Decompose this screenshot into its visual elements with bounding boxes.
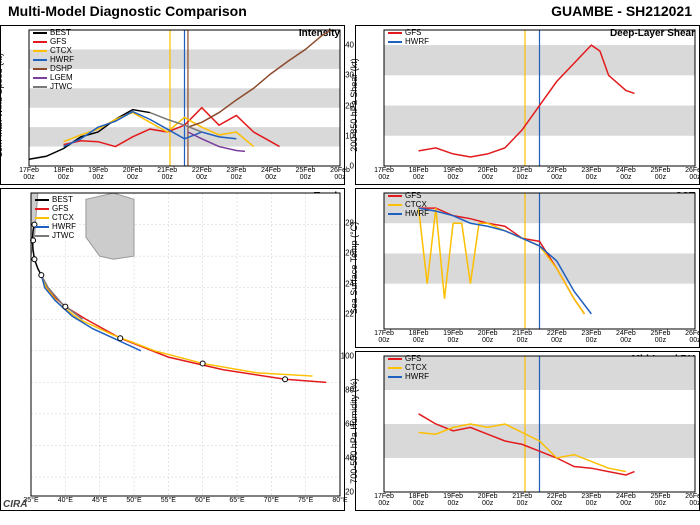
legend: GFSCTCXHWRF — [388, 191, 429, 218]
ytick-label: 30 — [345, 71, 356, 80]
legend: GFSCTCXHWRF — [388, 354, 429, 381]
ytick-label: 22 — [345, 309, 356, 318]
intensity-panel: 10m Max Wind Speed (kt) Intensity 204060… — [0, 25, 345, 185]
ytick-label: 24 — [345, 279, 356, 288]
ytick-label: 60 — [345, 420, 356, 429]
ytick-label: 80 — [345, 386, 356, 395]
rh-panel: 700-500 hPa Humidity (%) Mid-Level RH 20… — [355, 351, 700, 511]
ytick-label: 28 — [345, 219, 356, 228]
page-title: Multi-Model Diagnostic Comparison — [8, 3, 247, 19]
ytick-label: 40 — [345, 41, 356, 50]
ytick-label: 100 — [341, 352, 356, 361]
shear-panel: 200-850 hPa Shear (kt) Deep-Layer Shear … — [355, 25, 700, 185]
legend: GFSHWRF — [388, 28, 429, 46]
sst-panel: Sea Surface Temp (°C) SST 2224262817Feb0… — [355, 188, 700, 348]
ytick-label: 20 — [345, 488, 356, 497]
ytick-label: 40 — [345, 454, 356, 463]
ytick-label: 26 — [345, 249, 356, 258]
legend: BESTGFSCTCXHWRFDSHPLGEMJTWC — [33, 28, 74, 91]
ytick-label: 20 — [345, 101, 356, 110]
legend: BESTGFSCTCXHWRFJTWC — [35, 195, 76, 240]
storm-id: GUAMBE - SH212021 — [551, 3, 692, 19]
track-panel: Track CIRA 35°E40°E45°E50°E55°E60°E65°E7… — [0, 188, 345, 511]
ytick-label: 10 — [345, 131, 356, 140]
